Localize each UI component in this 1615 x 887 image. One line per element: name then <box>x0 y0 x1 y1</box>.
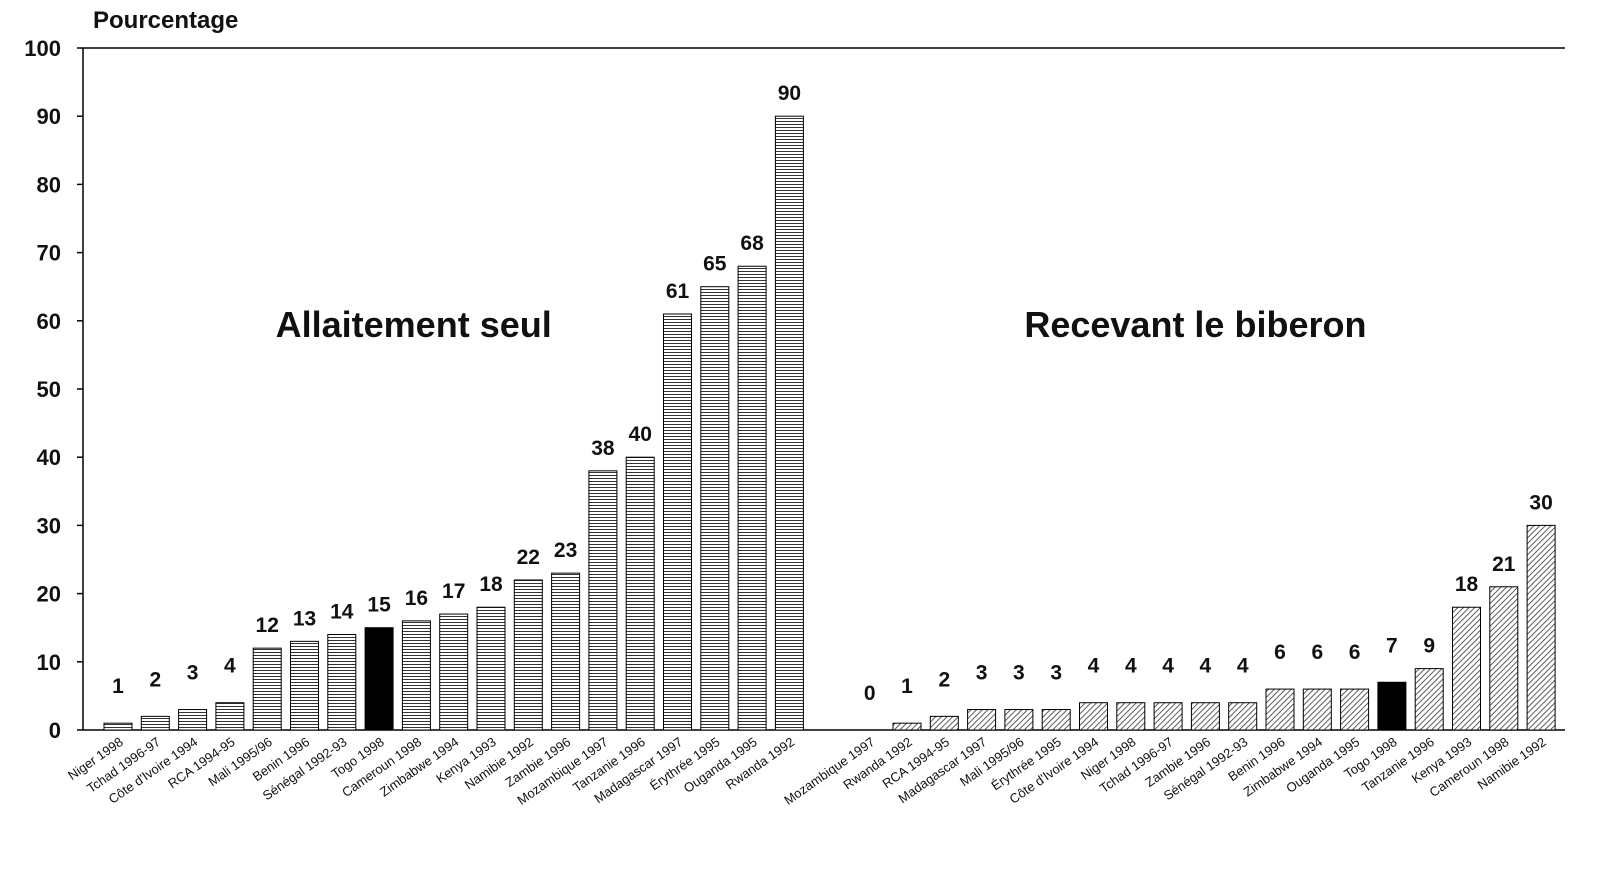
bar <box>439 613 469 731</box>
y-tick-label: 90 <box>37 104 61 129</box>
value-label: 68 <box>740 232 764 255</box>
y-tick-label: 40 <box>37 445 61 470</box>
y-tick-label: 60 <box>37 309 61 334</box>
y-tick-label: 30 <box>37 513 61 538</box>
value-label: 12 <box>256 614 279 637</box>
value-label: 18 <box>479 573 503 596</box>
bar <box>1079 702 1108 731</box>
bar <box>1452 606 1481 731</box>
value-label: 14 <box>330 601 354 624</box>
bar <box>252 647 282 731</box>
bar <box>625 456 655 731</box>
bar <box>290 640 319 731</box>
y-tick-label: 100 <box>24 36 61 61</box>
bar <box>588 470 618 731</box>
value-label: 3 <box>187 662 199 685</box>
y-tick-label: 80 <box>37 172 61 197</box>
value-label: 4 <box>1200 655 1212 678</box>
bar <box>1190 702 1220 731</box>
value-label: 23 <box>554 539 577 562</box>
value-label: 6 <box>1274 641 1286 664</box>
bar <box>1228 702 1258 731</box>
value-label: 6 <box>1311 641 1323 664</box>
y-tick-label: 50 <box>37 377 61 402</box>
bar <box>737 265 767 731</box>
bar <box>1340 688 1370 731</box>
value-label: 4 <box>1162 655 1174 678</box>
bar <box>1526 524 1556 731</box>
bar <box>476 606 506 731</box>
group-label: Allaitement seul <box>276 304 552 345</box>
bar <box>663 313 692 731</box>
value-label: 30 <box>1529 491 1552 514</box>
value-label: 18 <box>1455 573 1479 596</box>
bar <box>513 579 543 731</box>
value-label: 90 <box>778 82 801 105</box>
value-label: 4 <box>1237 655 1249 678</box>
bar <box>178 709 208 731</box>
value-label: 65 <box>703 253 727 276</box>
value-label: 15 <box>367 594 391 617</box>
y-tick-label: 20 <box>37 582 61 607</box>
y-tick-label: 0 <box>49 718 61 743</box>
bar <box>700 286 730 731</box>
bar <box>551 572 581 731</box>
value-label: 4 <box>1088 655 1100 678</box>
value-label: 22 <box>517 546 540 569</box>
bar <box>1265 688 1295 731</box>
value-label: 2 <box>149 668 161 691</box>
value-label: 6 <box>1349 641 1361 664</box>
bar <box>892 722 922 731</box>
bar <box>774 115 804 731</box>
value-label: 9 <box>1423 635 1435 658</box>
bar <box>1004 709 1034 731</box>
bar <box>1302 688 1332 731</box>
y-tick-label: 70 <box>37 241 61 266</box>
value-label: 0 <box>864 682 876 705</box>
y-axis-label: Pourcentage <box>93 7 238 34</box>
bar <box>140 715 170 731</box>
value-label: 16 <box>405 587 428 610</box>
value-label: 17 <box>442 580 465 603</box>
bar <box>1414 668 1444 731</box>
bar <box>401 620 431 731</box>
value-label: 21 <box>1492 553 1516 576</box>
bar <box>929 715 959 731</box>
value-label: 1 <box>901 675 913 698</box>
value-label: 4 <box>224 655 236 678</box>
value-label: 61 <box>666 280 690 303</box>
value-label: 7 <box>1386 634 1398 657</box>
value-label: 3 <box>1013 662 1025 685</box>
value-label: 40 <box>629 423 652 446</box>
bar <box>215 702 245 731</box>
y-tick-label: 10 <box>37 650 61 675</box>
bar <box>967 709 997 731</box>
bar <box>1489 586 1519 731</box>
value-label: 4 <box>1125 655 1137 678</box>
bar <box>1377 681 1407 731</box>
value-label: 3 <box>1050 662 1062 685</box>
group-label: Recevant le biberon <box>1024 304 1366 345</box>
value-label: 13 <box>293 607 316 630</box>
value-label: 2 <box>938 668 950 691</box>
bar <box>1153 702 1183 731</box>
bar <box>103 722 133 731</box>
value-label: 38 <box>591 437 615 460</box>
value-label: 1 <box>112 675 124 698</box>
bar <box>327 634 357 731</box>
value-label: 3 <box>976 662 988 685</box>
bar <box>364 627 394 731</box>
bar <box>1116 702 1146 731</box>
bar <box>1041 709 1071 731</box>
